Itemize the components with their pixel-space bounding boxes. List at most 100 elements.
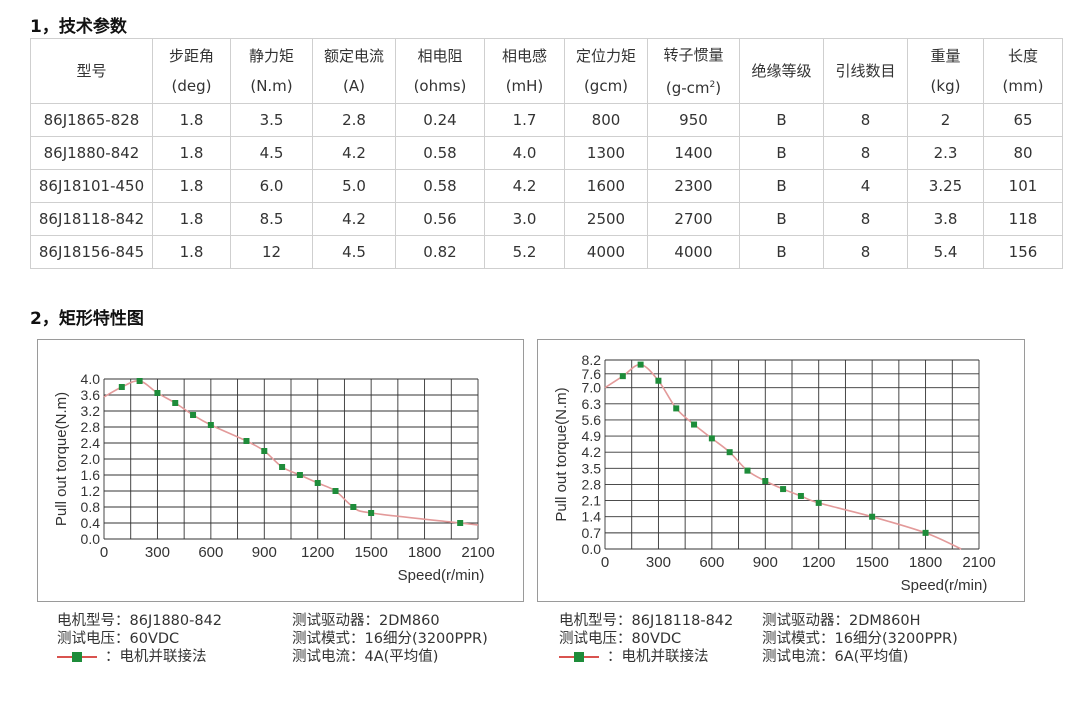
data-point-marker [726, 449, 733, 456]
chart-2-mode: 测试模式：16细分(3200PPR) [762, 631, 958, 647]
y-tick-label: 1.6 [81, 467, 101, 483]
table-header-cell: 长度 (mm) [983, 38, 1063, 104]
data-point-marker [637, 361, 644, 368]
y-tick-label: 0.7 [582, 525, 602, 541]
table-cell: 5.4 [907, 235, 984, 269]
table-cell: 1300 [564, 136, 648, 170]
x-tick-label: 1200 [802, 554, 835, 571]
y-tick-label: 2.1 [582, 493, 602, 509]
chart-1-wiring-row: ：电机并联接法 [57, 648, 222, 666]
table-cell: 80 [983, 136, 1063, 170]
table-cell: 4.5 [230, 136, 313, 170]
table-cell: 800 [564, 103, 648, 137]
table-cell: 2700 [647, 202, 740, 236]
table-row: 86J1865-828 1.8 3.5 2.8 0.24 1.7 800 950 B 8 2 65 [30, 103, 1063, 137]
table-cell: 4.2 [484, 169, 565, 203]
table-cell: 3.8 [907, 202, 984, 236]
x-tick-label: 1500 [855, 554, 888, 571]
table-header-cell: 重量 (kg) [907, 38, 984, 104]
header-unit-text: (N.m) [250, 77, 293, 95]
data-point-marker [118, 384, 125, 390]
header-unit-text: (kg) [930, 77, 961, 95]
y-tick-label: 7.0 [582, 380, 602, 396]
table-row: 86J18156-845 1.8 12 4.5 0.82 5.2 4000 4000 B 8 5.4… [30, 235, 1063, 269]
table-cell: B [739, 169, 824, 203]
data-point-marker [190, 412, 197, 418]
data-point-marker [243, 438, 250, 444]
data-point-marker [314, 480, 321, 486]
data-point-marker [797, 492, 804, 499]
header-unit: (deg) [154, 71, 230, 101]
y-tick-label: 1.4 [582, 509, 602, 525]
data-point-marker [673, 405, 680, 412]
torque-chart-2-svg: 0.00.71.42.12.83.54.24.95.66.37.07.68.2 0… [553, 352, 996, 594]
header-name: 步距角 [168, 47, 214, 65]
data-point-marker [619, 373, 626, 380]
data-point-marker [691, 421, 698, 428]
header-name: 重量 [930, 47, 961, 65]
table-row: 86J1880-842 1.8 4.5 4.2 0.58 4.0 1300 1400 B 8 2.3… [30, 136, 1063, 170]
x-tick-label: 600 [198, 544, 223, 561]
x-tick-label: 0 [601, 554, 609, 571]
data-point-marker [457, 520, 464, 526]
data-point-marker [350, 504, 357, 510]
table-cell: 1600 [564, 169, 648, 203]
data-point-marker [708, 435, 715, 442]
header-name: 绝缘等级 [751, 62, 812, 80]
chart-1-legend-left: 电机型号：86J1880-842 测试电压：60VDC ：电机并联接法 [57, 612, 222, 666]
table-cell: 0.58 [395, 136, 485, 170]
table-cell: 86J1880-842 [30, 136, 153, 170]
table-header-cell: 绝缘等级 [739, 38, 824, 104]
table-cell: 12 [230, 235, 313, 269]
header-unit-text: (ohms) [413, 77, 467, 95]
table-cell: 86J1865-828 [30, 103, 153, 137]
data-point-marker [207, 422, 214, 428]
x-tick-label: 2100 [461, 544, 494, 561]
table-cell: 1.8 [152, 235, 231, 269]
header-unit: (ohms) [397, 71, 484, 101]
header-unit: (N.m) [232, 71, 312, 101]
table-cell: 86J18118-842 [30, 202, 153, 236]
header-name: 额定电流 [323, 47, 384, 65]
table-cell: 1.8 [152, 202, 231, 236]
table-header-cell: 型号 [30, 38, 153, 104]
header-name: 相电感 [501, 47, 547, 65]
table-cell: B [739, 103, 824, 137]
data-point-marker [922, 529, 929, 536]
table-row: 86J18101-450 1.8 6.0 5.0 0.58 4.2 1600 2300 B 4 3.… [30, 169, 1063, 203]
chart-2-motor: 电机型号：86J18118-842 [559, 613, 734, 629]
table-cell: B [739, 136, 824, 170]
section-title-specs: 1，技术参数 [30, 17, 127, 37]
data-point-marker [154, 390, 161, 396]
y-tick-label: 0.4 [81, 515, 101, 531]
data-point-marker [655, 377, 662, 384]
table-cell: 4.2 [312, 136, 396, 170]
table-header-cell: 相电阻 (ohms) [395, 38, 485, 104]
table-cell: 4000 [647, 235, 740, 269]
table-cell: B [739, 235, 824, 269]
table-header-cell: 额定电流 (A) [312, 38, 396, 104]
table-cell: 86J18156-845 [30, 235, 153, 269]
x-tick-label: 600 [699, 554, 724, 571]
y-tick-label: 0.8 [81, 499, 101, 515]
table-cell: 4.5 [312, 235, 396, 269]
y-tick-label: 0.0 [582, 541, 602, 557]
x-tick-label: 1800 [408, 544, 441, 561]
header-unit: (g-cm2) [649, 70, 739, 103]
y-tick-label: 1.2 [81, 483, 101, 499]
table-header-cell: 定位力矩 (gcm) [564, 38, 648, 104]
table-cell: 156 [983, 235, 1063, 269]
legend-line-marker-icon [559, 651, 599, 663]
y-tick-label: 2.4 [81, 435, 101, 451]
chart-2-current: 测试电流：6A(平均值) [762, 649, 909, 665]
y-tick-label: 2.8 [582, 476, 602, 492]
table-cell: 118 [983, 202, 1063, 236]
y-tick-label: 4.9 [582, 428, 602, 444]
header-name: 长度 [1007, 47, 1038, 65]
chart-2-legend-right: 测试驱动器：2DM860H 测试模式：16细分(3200PPR) 测试电流：6A… [762, 612, 958, 666]
table-cell: 8.5 [230, 202, 313, 236]
data-point-marker [136, 378, 143, 384]
y-tick-label: 6.3 [582, 396, 602, 412]
y-tick-label: 2.0 [81, 451, 101, 467]
data-point-marker [744, 467, 751, 474]
